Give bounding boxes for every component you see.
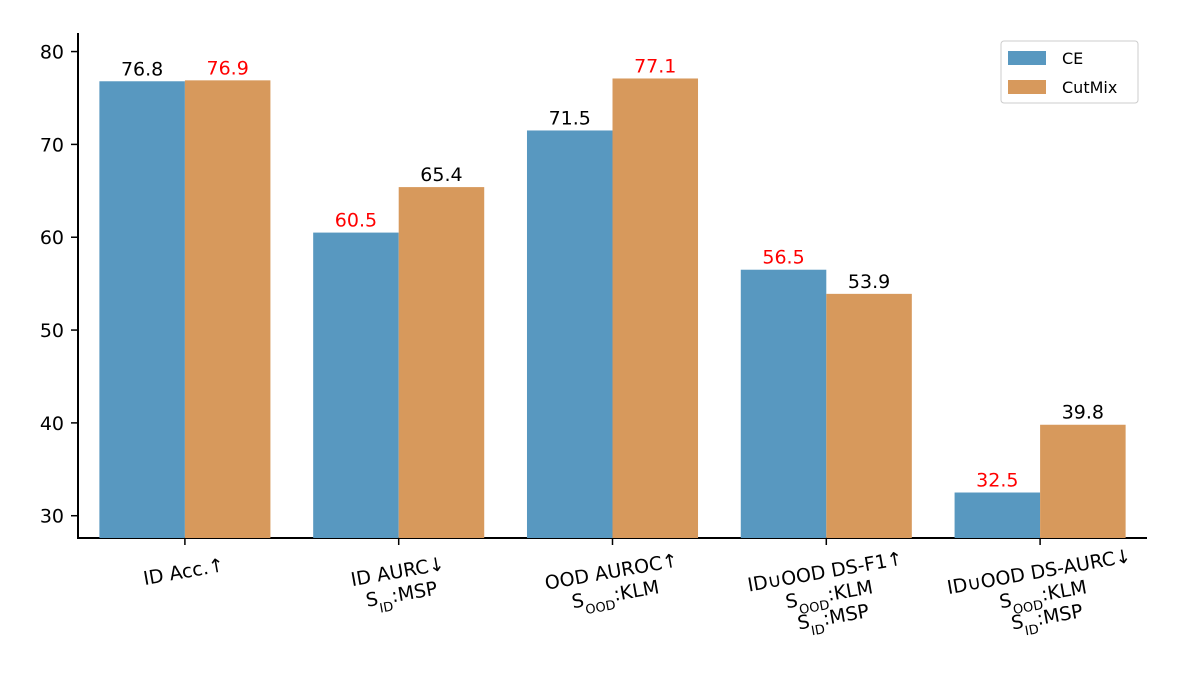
x-tick-label-line: ID∪OOD DS-AURC↓ xyxy=(945,545,1132,599)
bar xyxy=(1040,424,1126,538)
bar xyxy=(954,492,1041,538)
value-label: 76.8 xyxy=(121,58,163,80)
x-tick-label-part: S xyxy=(570,589,586,613)
value-label: 71.5 xyxy=(549,107,591,129)
x-tick-label-line: ID∪OOD DS-F1↑ xyxy=(746,548,905,597)
x-tick-label: ID Acc.↑ xyxy=(142,554,226,590)
x-tick-label-part: S xyxy=(998,589,1014,613)
x-tick-label-part: ID xyxy=(810,622,826,639)
x-tick-label-part: OOD xyxy=(798,597,831,617)
x-tick-label-part: S xyxy=(1010,611,1026,635)
bar xyxy=(398,187,485,539)
bar xyxy=(313,232,399,538)
bar xyxy=(184,80,271,538)
x-tick-label-line: SOOD:KLM xyxy=(784,576,876,619)
value-label: 77.1 xyxy=(634,55,676,77)
y-tick-label: 70 xyxy=(40,134,64,156)
x-tick-label-part: ID xyxy=(1024,622,1040,639)
legend-label: CE xyxy=(1062,49,1083,68)
x-tick-label-part: ID xyxy=(378,599,394,616)
x-tick-label-part: S xyxy=(796,611,812,635)
value-label: 60.5 xyxy=(335,210,377,232)
y-tick-label: 30 xyxy=(40,506,64,528)
y-tick-label: 40 xyxy=(40,413,64,435)
bar xyxy=(740,269,827,538)
bar xyxy=(99,81,185,538)
x-tick-label-part: OOD xyxy=(584,597,617,617)
legend-swatch xyxy=(1008,80,1046,94)
x-tick-label: OOD AUROC↑SOOD:KLM xyxy=(543,550,680,618)
value-label: 32.5 xyxy=(976,470,1018,492)
y-tick-label: 50 xyxy=(40,320,64,342)
value-label: 56.5 xyxy=(762,247,804,269)
y-tick-label: 80 xyxy=(40,42,64,64)
bar xyxy=(526,130,613,539)
x-tick-label-line: ID Acc.↑ xyxy=(142,554,226,590)
value-label: 65.4 xyxy=(420,164,462,186)
bar xyxy=(826,293,912,538)
x-tick-label-part: S xyxy=(364,588,380,612)
value-label: 39.8 xyxy=(1062,402,1104,424)
y-tick-label: 60 xyxy=(40,227,64,249)
x-tick-label-part: OOD xyxy=(1012,597,1045,617)
legend-label: CutMix xyxy=(1062,78,1117,97)
x-tick-label-part: S xyxy=(784,589,800,613)
value-label: 76.9 xyxy=(207,57,249,79)
value-label: 53.9 xyxy=(848,271,890,293)
x-tick-label-line: OOD AUROC↑ xyxy=(543,550,680,595)
x-tick-label: ID AURC↓SID:MSP xyxy=(349,553,446,616)
bar xyxy=(612,78,699,539)
legend-swatch xyxy=(1008,51,1046,65)
